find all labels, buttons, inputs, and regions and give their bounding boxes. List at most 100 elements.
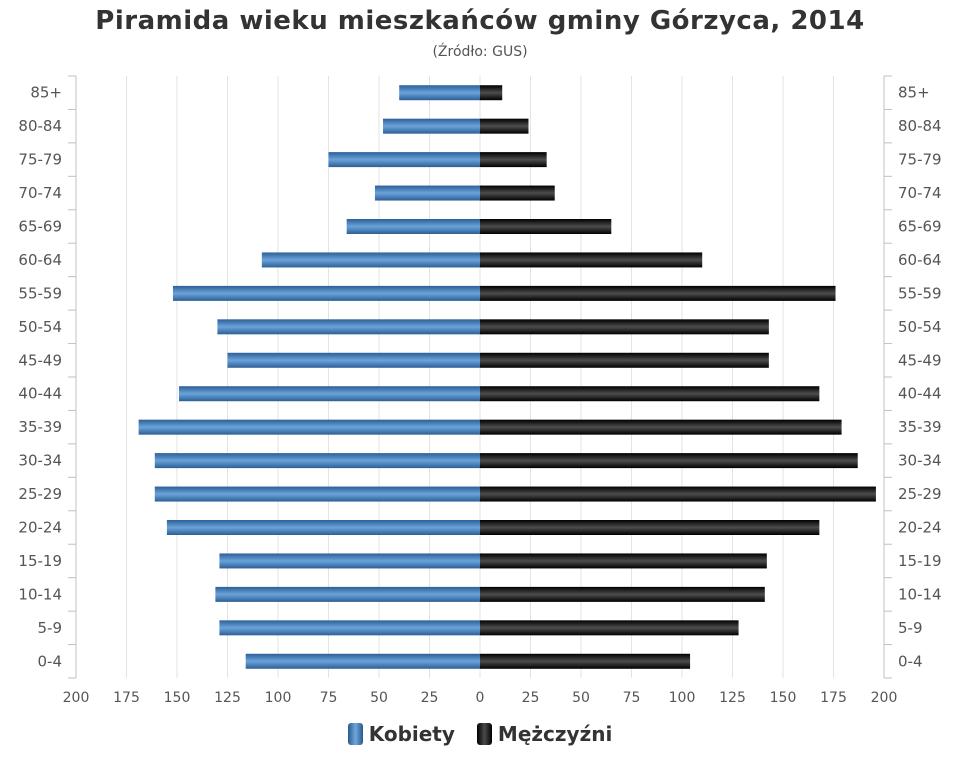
bar-mezczyzni-80-84 [480, 118, 529, 134]
left-category-label: 0-4 [38, 652, 63, 670]
bar-mezczyzni-55-59 [480, 285, 836, 301]
right-category-label: 65-69 [898, 218, 942, 236]
bar-mezczyzni-60-64 [480, 252, 703, 268]
bar-mezczyzni-45-49 [480, 352, 769, 368]
bar-kobiety-10-14 [215, 586, 480, 602]
left-category-label: 25-29 [18, 485, 62, 503]
left-category-label: 55-59 [18, 284, 62, 302]
right-category-label: 80-84 [898, 117, 942, 135]
right-category-label: 70-74 [898, 184, 942, 202]
left-category-label: 35-39 [18, 418, 62, 436]
right-category-label: 55-59 [898, 284, 942, 302]
x-tick-label: 50 [370, 690, 388, 706]
bar-mezczyzni-85+ [480, 85, 503, 101]
legend-item-mezczyzni[interactable]: Mężczyźni [476, 722, 613, 746]
right-category-label: 60-64 [898, 251, 942, 269]
bar-mezczyzni-30-34 [480, 453, 858, 469]
x-tick-label: 75 [320, 690, 338, 706]
x-tick-label: 0 [476, 690, 485, 706]
right-category-label: 5-9 [898, 619, 923, 637]
bar-mezczyzni-70-74 [480, 185, 555, 201]
legend-swatch-mezczyzni [476, 723, 492, 745]
bar-kobiety-5-9 [219, 620, 481, 636]
left-category-label: 15-19 [18, 552, 62, 570]
x-tick-label: 50 [572, 690, 590, 706]
right-category-label: 85+ [898, 84, 930, 102]
chart-title: Piramida wieku mieszkańców gminy Górzyca… [95, 6, 865, 36]
legend-item-kobiety[interactable]: Kobiety [347, 722, 455, 746]
x-tick-label: 150 [164, 690, 191, 706]
bar-mezczyzni-0-4 [480, 653, 691, 669]
right-category-label: 15-19 [898, 552, 942, 570]
left-category-label: 50-54 [18, 318, 62, 336]
bar-mezczyzni-5-9 [480, 620, 739, 636]
left-category-label: 70-74 [18, 184, 62, 202]
right-category-label: 50-54 [898, 318, 942, 336]
bar-kobiety-45-49 [227, 352, 480, 368]
bar-mezczyzni-75-79 [480, 152, 547, 168]
right-category-label: 10-14 [898, 585, 942, 603]
right-category-label: 25-29 [898, 485, 942, 503]
bar-kobiety-65-69 [346, 219, 480, 234]
left-category-label: 75-79 [18, 151, 62, 169]
bar-kobiety-20-24 [166, 520, 480, 535]
bar-kobiety-15-19 [219, 553, 481, 569]
x-tick-label: 150 [770, 690, 797, 706]
right-category-label: 75-79 [898, 151, 942, 169]
right-category-label: 45-49 [898, 351, 942, 369]
left-category-label: 65-69 [18, 218, 62, 236]
x-tick-label: 175 [820, 690, 847, 706]
left-category-label: 40-44 [18, 385, 62, 403]
bar-kobiety-60-64 [261, 252, 480, 268]
bar-kobiety-70-74 [374, 185, 480, 201]
chart-subtitle: (Źródło: GUS) [432, 44, 528, 60]
bar-kobiety-55-59 [172, 285, 480, 301]
bar-mezczyzni-35-39 [480, 419, 842, 435]
left-category-label: 45-49 [18, 351, 62, 369]
x-tick-label: 175 [113, 690, 140, 706]
x-tick-label: 25 [421, 690, 439, 706]
left-category-label: 80-84 [18, 117, 62, 135]
left-category-label: 10-14 [18, 585, 62, 603]
bar-kobiety-50-54 [217, 319, 480, 335]
x-tick-label: 75 [623, 690, 641, 706]
x-tick-label: 200 [871, 690, 898, 706]
bar-mezczyzni-65-69 [480, 219, 612, 234]
bar-mezczyzni-25-29 [480, 486, 876, 502]
right-category-label: 35-39 [898, 418, 942, 436]
right-category-label: 20-24 [898, 519, 942, 537]
legend-swatch-kobiety [347, 723, 363, 745]
bar-kobiety-35-39 [138, 419, 480, 435]
chart-legend: Kobiety Mężczyźni [0, 722, 960, 746]
bar-kobiety-85+ [399, 85, 480, 101]
left-category-label: 85+ [30, 84, 62, 102]
x-tick-label: 125 [719, 690, 746, 706]
x-tick-label: 125 [214, 690, 241, 706]
right-category-label: 30-34 [898, 452, 942, 470]
left-category-label: 60-64 [18, 251, 62, 269]
x-tick-label: 25 [522, 690, 540, 706]
bar-kobiety-80-84 [383, 118, 480, 134]
bar-kobiety-30-34 [154, 453, 480, 469]
bar-mezczyzni-15-19 [480, 553, 767, 569]
bar-mezczyzni-50-54 [480, 319, 769, 335]
right-category-label: 0-4 [898, 652, 923, 670]
bar-mezczyzni-20-24 [480, 520, 820, 535]
bar-kobiety-75-79 [328, 152, 480, 168]
legend-label-kobiety: Kobiety [368, 722, 455, 746]
bar-mezczyzni-40-44 [480, 386, 820, 402]
left-category-label: 30-34 [18, 452, 62, 470]
bar-kobiety-25-29 [154, 486, 480, 502]
legend-label-mezczyzni: Mężczyźni [497, 722, 613, 746]
bar-mezczyzni-10-14 [480, 586, 765, 602]
bar-kobiety-40-44 [179, 386, 480, 402]
bar-kobiety-0-4 [245, 653, 480, 669]
x-tick-label: 200 [63, 690, 90, 706]
left-category-label: 20-24 [18, 519, 62, 537]
x-tick-label: 100 [669, 690, 696, 706]
left-category-label: 5-9 [38, 619, 63, 637]
x-tick-label: 100 [265, 690, 292, 706]
right-category-label: 40-44 [898, 385, 942, 403]
